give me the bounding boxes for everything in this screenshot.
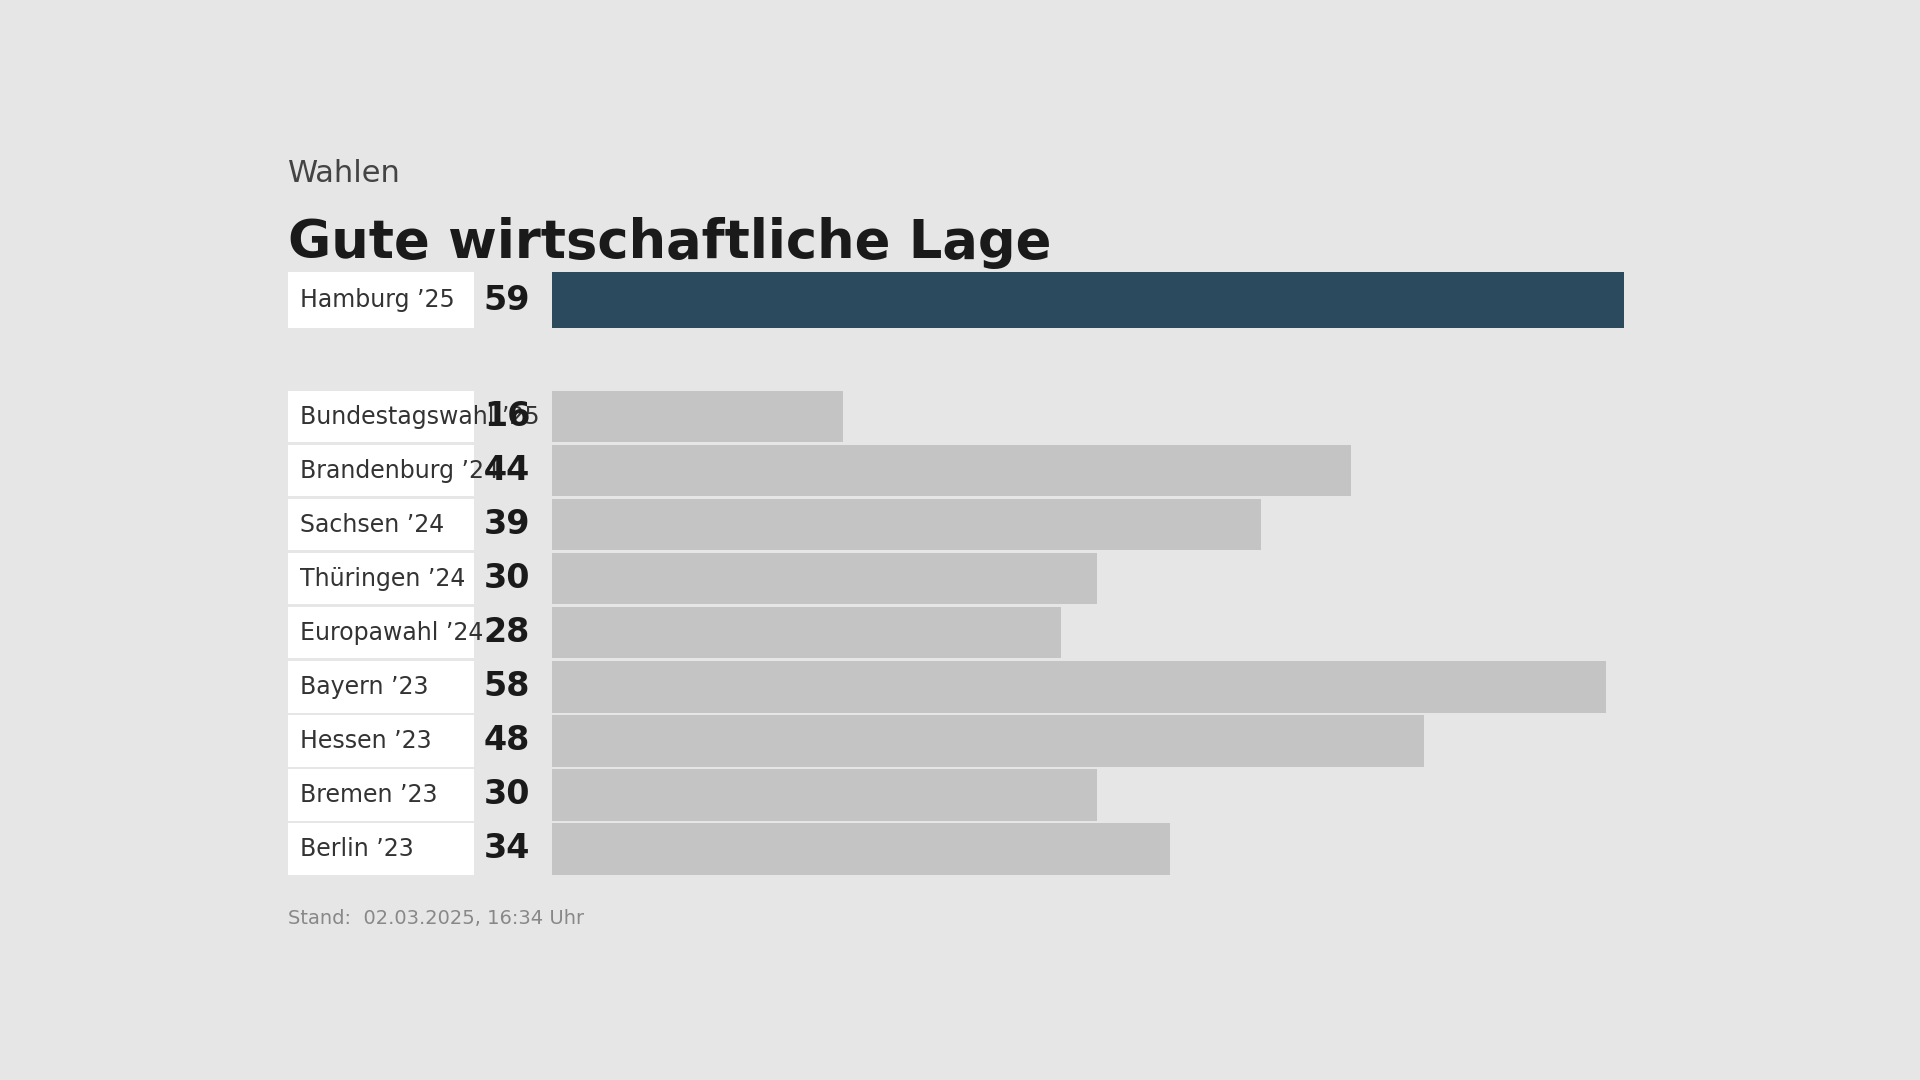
- FancyBboxPatch shape: [553, 499, 1261, 551]
- Text: Hessen ’23: Hessen ’23: [300, 729, 432, 753]
- FancyBboxPatch shape: [288, 715, 474, 767]
- FancyBboxPatch shape: [553, 607, 1062, 659]
- Text: 16: 16: [484, 400, 530, 433]
- FancyBboxPatch shape: [288, 769, 474, 821]
- Text: Bundestagswahl ’25: Bundestagswahl ’25: [300, 405, 540, 429]
- FancyBboxPatch shape: [288, 391, 474, 443]
- FancyBboxPatch shape: [553, 715, 1425, 767]
- FancyBboxPatch shape: [288, 553, 474, 605]
- Text: 48: 48: [484, 725, 530, 757]
- Text: 58: 58: [484, 671, 530, 703]
- Text: 30: 30: [484, 779, 530, 811]
- FancyBboxPatch shape: [288, 661, 474, 713]
- FancyBboxPatch shape: [553, 553, 1096, 605]
- Text: Brandenburg ’24: Brandenburg ’24: [300, 459, 499, 483]
- Text: 28: 28: [484, 617, 530, 649]
- FancyBboxPatch shape: [553, 661, 1605, 713]
- Text: Wahlen: Wahlen: [288, 159, 401, 188]
- Text: Thüringen ’24: Thüringen ’24: [300, 567, 465, 591]
- FancyBboxPatch shape: [553, 769, 1096, 821]
- Text: Bayern ’23: Bayern ’23: [300, 675, 428, 699]
- FancyBboxPatch shape: [288, 607, 474, 659]
- FancyBboxPatch shape: [288, 445, 474, 497]
- FancyBboxPatch shape: [553, 391, 843, 443]
- FancyBboxPatch shape: [553, 445, 1352, 497]
- Text: 59: 59: [484, 284, 530, 316]
- Text: 30: 30: [484, 563, 530, 595]
- FancyBboxPatch shape: [288, 272, 474, 328]
- Text: 44: 44: [484, 454, 530, 487]
- Text: 34: 34: [484, 833, 530, 865]
- Text: Hamburg ’25: Hamburg ’25: [300, 288, 455, 312]
- Text: Sachsen ’24: Sachsen ’24: [300, 513, 444, 537]
- Text: Stand:  02.03.2025, 16:34 Uhr: Stand: 02.03.2025, 16:34 Uhr: [288, 909, 584, 928]
- Text: Berlin ’23: Berlin ’23: [300, 837, 413, 861]
- Text: Bremen ’23: Bremen ’23: [300, 783, 438, 807]
- Text: 39: 39: [484, 508, 530, 541]
- Text: Europawahl ’24: Europawahl ’24: [300, 621, 484, 645]
- FancyBboxPatch shape: [288, 823, 474, 875]
- FancyBboxPatch shape: [553, 823, 1169, 875]
- Text: Gute wirtschaftliche Lage: Gute wirtschaftliche Lage: [288, 217, 1050, 269]
- FancyBboxPatch shape: [288, 499, 474, 551]
- FancyBboxPatch shape: [553, 272, 1624, 328]
